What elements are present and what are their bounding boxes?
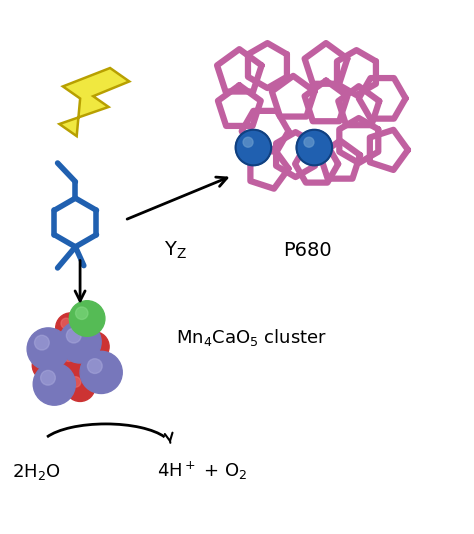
Circle shape bbox=[75, 307, 88, 319]
Circle shape bbox=[87, 359, 102, 373]
Circle shape bbox=[84, 337, 95, 348]
Circle shape bbox=[236, 130, 271, 166]
Circle shape bbox=[64, 351, 74, 362]
Circle shape bbox=[70, 376, 81, 387]
Circle shape bbox=[37, 356, 48, 366]
Circle shape bbox=[59, 321, 101, 363]
Circle shape bbox=[79, 332, 109, 362]
Circle shape bbox=[33, 363, 75, 405]
Text: Y$_\mathregular{Z}$: Y$_\mathregular{Z}$ bbox=[164, 240, 187, 261]
Circle shape bbox=[304, 137, 314, 147]
Circle shape bbox=[27, 328, 69, 370]
Polygon shape bbox=[59, 68, 129, 136]
Circle shape bbox=[297, 130, 332, 166]
Circle shape bbox=[32, 350, 62, 380]
Circle shape bbox=[243, 137, 253, 147]
Circle shape bbox=[61, 318, 72, 328]
Text: 4H$^+$ + O$_2$: 4H$^+$ + O$_2$ bbox=[157, 460, 248, 483]
Circle shape bbox=[69, 301, 105, 336]
Circle shape bbox=[66, 328, 81, 343]
Circle shape bbox=[56, 313, 86, 343]
Circle shape bbox=[80, 351, 122, 394]
Text: P680: P680 bbox=[283, 241, 332, 260]
Circle shape bbox=[58, 345, 88, 376]
Text: 2H$_2$O: 2H$_2$O bbox=[12, 462, 61, 483]
Text: Mn$_4$CaO$_5$ cluster: Mn$_4$CaO$_5$ cluster bbox=[176, 327, 327, 348]
Circle shape bbox=[65, 372, 95, 402]
Circle shape bbox=[35, 335, 49, 350]
Circle shape bbox=[41, 371, 55, 385]
